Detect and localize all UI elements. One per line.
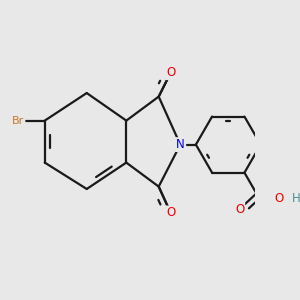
- Text: O: O: [166, 66, 175, 79]
- Text: Br: Br: [12, 116, 25, 126]
- Text: O: O: [274, 192, 284, 205]
- Text: O: O: [166, 206, 175, 220]
- Text: N: N: [176, 138, 185, 151]
- Text: H: H: [292, 192, 300, 205]
- Text: O: O: [235, 202, 244, 215]
